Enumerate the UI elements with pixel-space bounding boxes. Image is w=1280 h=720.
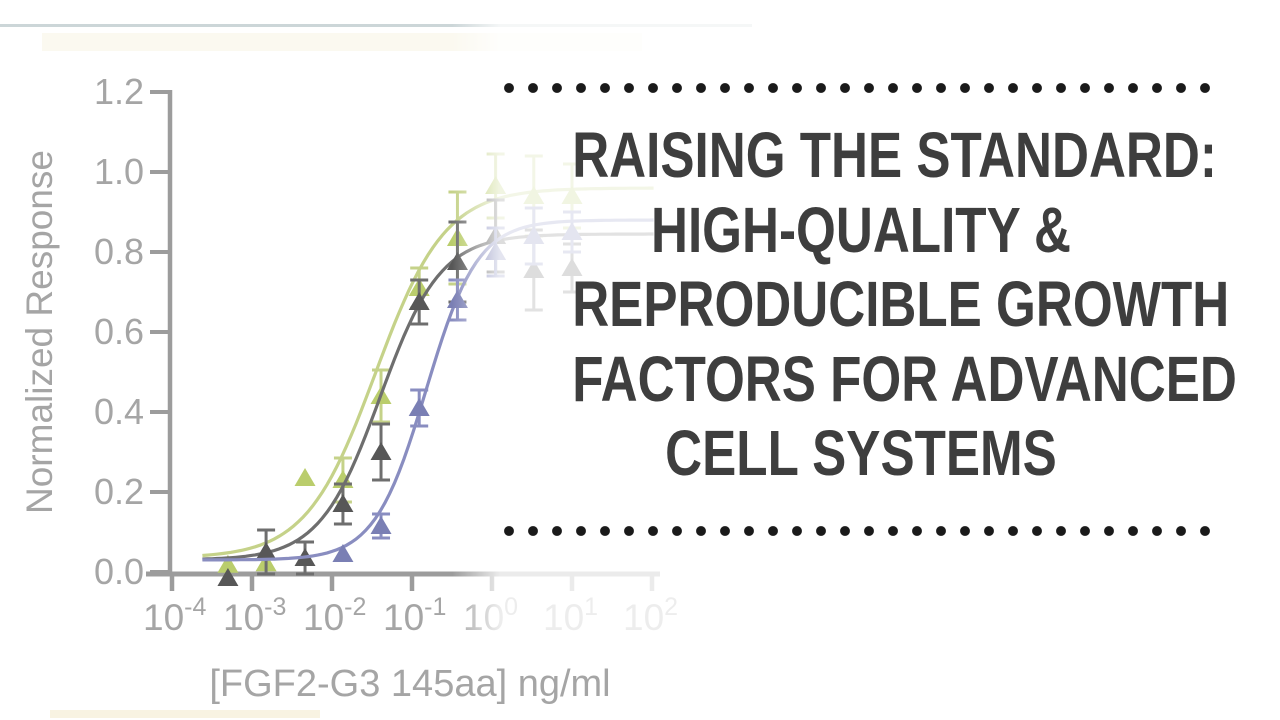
slide-title-line: FACTORS FOR ADVANCED: [572, 342, 1237, 415]
triangle-marker: [332, 544, 354, 562]
slide-title: RAISING THE STANDARD: HIGH-QUALITY & REP…: [572, 118, 1237, 491]
y-tick-label: 0.6: [94, 311, 144, 352]
triangle-marker: [408, 292, 430, 310]
dotted-divider-top: [497, 82, 1217, 94]
y-tick-label: 0.0: [94, 551, 144, 592]
triangle-marker: [255, 542, 277, 560]
triangle-marker: [294, 468, 316, 486]
white-fade-overlay: [452, 0, 1280, 656]
y-axis-title: Normalized Response: [19, 150, 60, 514]
slide-title-line: REPRODUCIBLE GROWTH: [572, 268, 1230, 340]
slide-title-line: RAISING THE STANDARD:: [572, 119, 1217, 191]
triangle-marker: [370, 442, 392, 460]
y-tick-label: 0.2: [94, 471, 144, 512]
x-axis-title: [FGF2-G3 145aa] ng/ml: [209, 663, 610, 705]
x-tick-label: 10-3: [223, 593, 286, 638]
x-tick-label: 10-1: [383, 593, 446, 638]
x-tick-label: 10-4: [143, 593, 206, 638]
triangle-marker: [217, 554, 239, 573]
y-tick-label: 1.2: [94, 71, 144, 112]
y-tick-label: 0.8: [94, 231, 144, 272]
triangle-marker: [370, 516, 392, 534]
triangle-marker: [217, 568, 239, 586]
dotted-divider-bottom: [497, 525, 1217, 537]
triangle-marker: [408, 398, 430, 416]
triangle-marker: [332, 494, 354, 512]
y-tick-label: 0.4: [94, 391, 144, 432]
slide-title-line: HIGH-QUALITY &: [650, 193, 1072, 266]
x-tick-label: 10-2: [303, 593, 366, 638]
y-tick-label: 1.0: [94, 151, 144, 192]
decorative-tint-band-bottom: [50, 710, 320, 718]
slide-edge-line: [0, 24, 752, 27]
slide-title-line: CELL SYSTEMS: [665, 417, 1057, 489]
